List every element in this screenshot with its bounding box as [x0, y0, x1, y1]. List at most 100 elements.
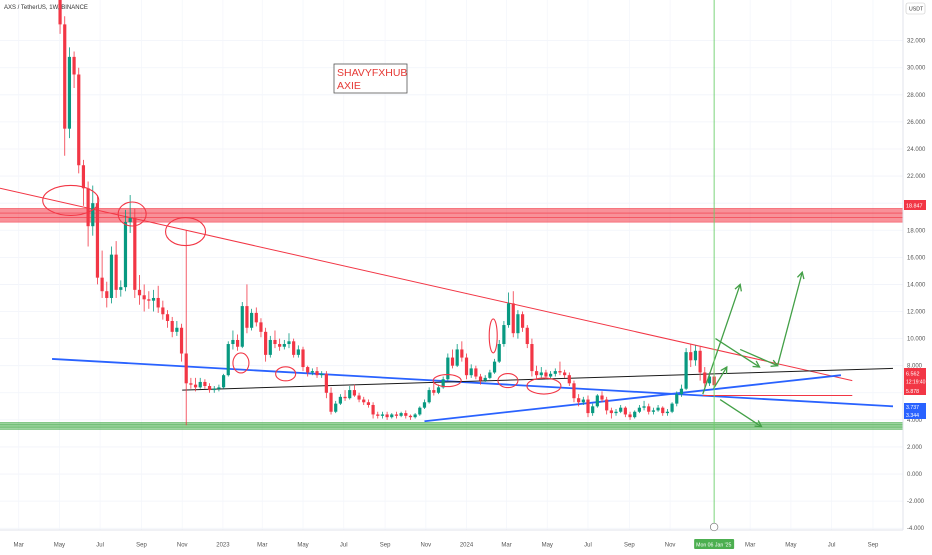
annotation-ellipse	[275, 366, 297, 382]
support-top-label: 3.737	[906, 405, 919, 411]
candle-body	[147, 299, 151, 301]
candle-body	[329, 392, 333, 412]
candle-body	[324, 373, 328, 393]
candles	[58, 0, 716, 426]
candle-body	[619, 407, 623, 412]
resistance-label: 18.847	[906, 204, 923, 210]
last-price-label: 6.562	[906, 372, 920, 378]
candle-body	[577, 398, 581, 403]
price-tick-label: 16.000	[907, 255, 926, 261]
price-tick-label: 22.000	[907, 174, 926, 180]
time-tick-label: Sep	[868, 543, 879, 549]
blue-trend-line	[424, 374, 842, 423]
support-bottom-label-bg	[904, 411, 926, 419]
candle-body	[675, 394, 679, 404]
candle-body	[119, 287, 123, 290]
candle-body	[250, 312, 254, 328]
clock-icon[interactable]	[709, 522, 719, 532]
candle-body	[520, 314, 525, 328]
candle-body	[352, 390, 356, 396]
candle-body	[203, 381, 207, 387]
annotation-ellipse	[497, 373, 519, 389]
annotation-ellipse	[164, 217, 207, 247]
candle-body	[651, 410, 655, 412]
candle-body	[240, 306, 244, 347]
candle-body	[278, 344, 282, 347]
candle-body	[413, 414, 417, 418]
candle-body	[600, 395, 604, 400]
candle-body	[231, 339, 235, 345]
candle-body	[137, 289, 142, 296]
candle-body	[483, 377, 487, 381]
time-tick-label: Mar	[14, 543, 24, 549]
red-zone	[0, 208, 903, 223]
time-tick-label: Sep	[624, 543, 635, 549]
candle-body	[142, 295, 146, 300]
candle-body	[58, 0, 62, 25]
candle-body	[595, 395, 599, 407]
candle-body	[535, 371, 539, 376]
arrow-head	[752, 360, 761, 368]
candle-body	[647, 406, 651, 412]
currency-badge[interactable]	[905, 2, 926, 15]
black-trend-line	[182, 367, 894, 391]
candle-body	[656, 407, 660, 411]
candle-body	[212, 388, 216, 391]
candle-body	[362, 399, 366, 403]
arrow-shaft	[776, 272, 803, 366]
candle-body	[264, 331, 268, 355]
watermark-line-2: AXIE	[337, 80, 361, 92]
annotation-ellipse	[232, 352, 250, 374]
candle-body	[492, 361, 497, 373]
time-tick-label: Jul	[340, 543, 348, 549]
candle-body	[221, 375, 226, 388]
candle-body	[684, 352, 688, 389]
support-bottom-label: 3.344	[906, 413, 919, 419]
candle-body	[693, 350, 698, 361]
candle-body	[441, 379, 445, 388]
candle-body	[77, 74, 81, 166]
price-tick-label: 2.000	[907, 445, 923, 451]
candle-body	[390, 414, 394, 418]
candle-body	[464, 357, 469, 376]
candle-body	[259, 322, 263, 332]
symbol-title: AXS / TetherUS, 1W, BINANCE	[4, 5, 88, 11]
candle-body	[432, 390, 436, 393]
candle-body	[184, 353, 188, 384]
price-tick-label: -4.000	[907, 526, 925, 532]
price-axis[interactable]: USDT 32.000 30.000 28.000 26.000 24.000 22.00…	[902, 0, 926, 532]
candle-body	[86, 188, 90, 227]
candle-body	[123, 222, 128, 288]
candle-body	[689, 352, 693, 361]
candle-body	[586, 399, 590, 414]
arrow-shaft	[712, 366, 728, 390]
candle-body	[161, 307, 165, 315]
candle-body	[591, 406, 595, 414]
candle-body	[315, 371, 319, 376]
candle-body	[525, 327, 529, 345]
candle-body	[488, 372, 492, 378]
candle-body	[436, 387, 441, 393]
candle-body	[72, 56, 76, 75]
candle-body	[189, 383, 193, 385]
arrow-shaft	[702, 284, 741, 395]
red-trend-line	[0, 187, 853, 382]
annotation-ellipse	[42, 184, 100, 217]
price-labels: 18.847 6.562 12:19:40 5.878 3.737 3.344	[904, 200, 926, 419]
time-tick-label: May	[542, 543, 553, 549]
arrow-shaft	[715, 338, 760, 368]
candle-body	[539, 372, 543, 376]
candle-body	[376, 414, 380, 416]
candle-body	[408, 415, 413, 418]
time-tick-label: Mar	[257, 543, 267, 549]
price-tick-label: -2.000	[907, 499, 925, 505]
candle-body	[273, 339, 277, 345]
candle-body	[320, 373, 324, 376]
candle-body	[394, 414, 399, 416]
time-axis[interactable]: Mar May Jul Sep Nov 2023 Mar May Jul Sep Nov 2024 Ma…	[0, 529, 903, 549]
candle-body	[338, 396, 342, 404]
candle-body	[469, 368, 473, 376]
candle-body	[567, 375, 571, 384]
